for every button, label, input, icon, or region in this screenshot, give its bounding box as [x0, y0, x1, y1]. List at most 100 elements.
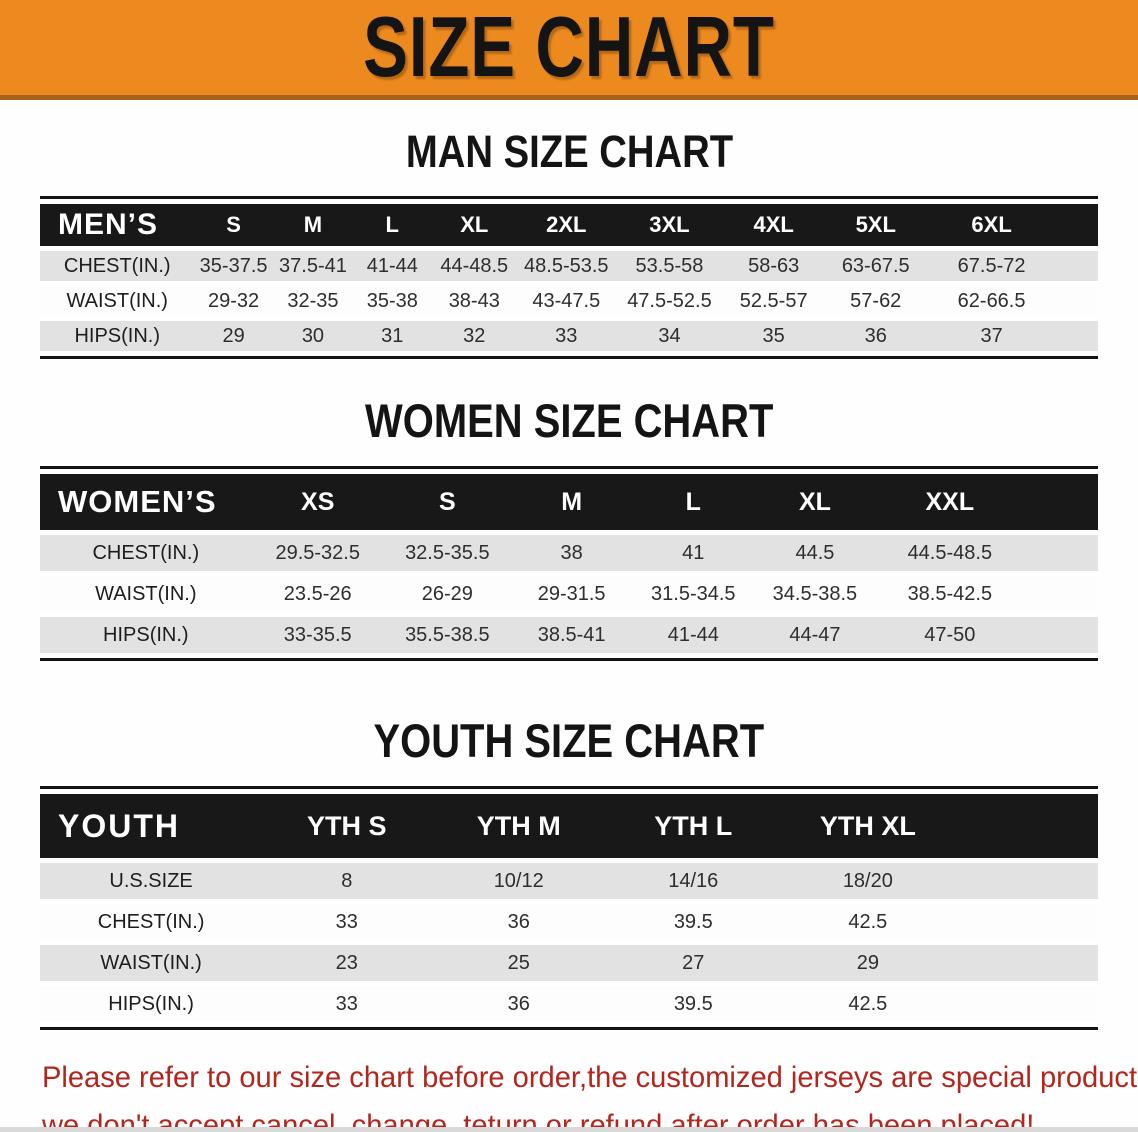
spacer-cell	[1023, 576, 1098, 612]
women-hips-row: HIPS(IN.) 33-35.5 35.5-38.5 38.5-41 41-4…	[40, 617, 1098, 653]
value-cell: 42.5	[780, 986, 956, 1022]
value-cell: 67.5-72	[927, 251, 1056, 281]
women-waist-row: WAIST(IN.) 23.5-26 26-29 29-31.5 31.5-34…	[40, 576, 1098, 612]
size-header-cell: M	[272, 204, 354, 246]
value-cell: 47.5-52.5	[615, 286, 724, 316]
value-cell: 35-37.5	[194, 251, 273, 281]
value-cell: 38	[510, 535, 633, 571]
size-header-cell: YTH L	[606, 794, 781, 858]
spacer-cell	[1023, 535, 1098, 571]
row-label: HIPS(IN.)	[40, 986, 263, 1022]
value-cell: 27	[606, 945, 781, 981]
value-cell: 53.5-58	[615, 251, 724, 281]
youth-size-table: YOUTH YTH S YTH M YTH L YTH XL U.S.SIZE …	[40, 789, 1098, 1027]
size-header-cell: YTH S	[262, 794, 432, 858]
value-cell: 26-29	[383, 576, 511, 612]
disclaimer-line-2: we don't accept cancel, change, teturn o…	[42, 1109, 1035, 1132]
row-label: WAIST(IN.)	[40, 286, 195, 316]
youth-heading-text: YOUTH SIZE CHART	[373, 714, 765, 767]
men-section-heading: MAN SIZE CHART	[0, 126, 1138, 178]
row-label: U.S.SIZE	[40, 863, 263, 899]
women-section-heading: WOMEN SIZE CHART	[0, 393, 1138, 448]
youth-header-row: YOUTH YTH S YTH M YTH L YTH XL	[40, 794, 1098, 858]
row-label: CHEST(IN.)	[40, 251, 195, 281]
spacer-cell	[955, 986, 1098, 1022]
value-cell: 10/12	[431, 863, 606, 899]
youth-ussize-row: U.S.SIZE 8 10/12 14/16 18/20	[40, 863, 1098, 899]
youth-waist-row: WAIST(IN.) 23 25 27 29	[40, 945, 1098, 981]
men-chest-row: CHEST(IN.) 35-37.5 37.5-41 41-44 44-48.5…	[40, 251, 1098, 281]
youth-header-label: YOUTH	[40, 794, 263, 858]
value-cell: 63-67.5	[823, 251, 928, 281]
row-label: WAIST(IN.)	[40, 576, 252, 612]
value-cell: 14/16	[606, 863, 781, 899]
value-cell: 48.5-53.5	[517, 251, 616, 281]
youth-size-table-wrap: YOUTH YTH S YTH M YTH L YTH XL U.S.SIZE …	[40, 786, 1098, 1030]
men-header-label: MEN’S	[40, 204, 195, 246]
value-cell: 32.5-35.5	[383, 535, 511, 571]
size-header-cell: S	[194, 204, 273, 246]
value-cell: 29-31.5	[510, 576, 633, 612]
size-header-cell: YTH XL	[780, 794, 956, 858]
men-size-table-wrap: MEN’S S M L XL 2XL 3XL 4XL 5XL 6XL CHEST…	[40, 196, 1098, 359]
row-label: CHEST(IN.)	[40, 535, 252, 571]
row-label: HIPS(IN.)	[40, 321, 195, 351]
women-chest-row: CHEST(IN.) 29.5-32.5 32.5-35.5 38 41 44.…	[40, 535, 1098, 571]
value-cell: 29	[194, 321, 273, 351]
value-cell: 41-44	[353, 251, 432, 281]
disclaimer-line-1: Please refer to our size chart before or…	[42, 1061, 1138, 1094]
spacer-cell	[955, 945, 1098, 981]
value-cell: 41-44	[632, 617, 755, 653]
spacer-cell	[955, 863, 1098, 899]
value-cell: 30	[272, 321, 354, 351]
youth-hips-row: HIPS(IN.) 33 36 39.5 42.5	[40, 986, 1098, 1022]
value-cell: 38.5-42.5	[875, 576, 1024, 612]
value-cell: 31	[353, 321, 432, 351]
value-cell: 44-47	[754, 617, 876, 653]
women-size-table: WOMEN’S XS S M L XL XXL CHEST(IN.) 29.5-…	[40, 469, 1098, 658]
value-cell: 29.5-32.5	[251, 535, 384, 571]
value-cell: 36	[431, 904, 606, 940]
value-cell: 29	[780, 945, 956, 981]
women-heading-text: WOMEN SIZE CHART	[364, 394, 774, 447]
men-header-row: MEN’S S M L XL 2XL 3XL 4XL 5XL 6XL	[40, 204, 1098, 246]
size-header-cell: 2XL	[517, 204, 616, 246]
women-header-label: WOMEN’S	[40, 474, 252, 530]
size-header-cell: L	[632, 474, 755, 530]
value-cell: 23	[262, 945, 432, 981]
row-label: CHEST(IN.)	[40, 904, 263, 940]
men-size-table: MEN’S S M L XL 2XL 3XL 4XL 5XL 6XL CHEST…	[40, 199, 1098, 356]
value-cell: 39.5	[606, 904, 781, 940]
value-cell: 29-32	[194, 286, 273, 316]
value-cell: 37	[927, 321, 1056, 351]
value-cell: 38-43	[431, 286, 518, 316]
size-header-cell: XL	[754, 474, 876, 530]
value-cell: 34.5-38.5	[754, 576, 876, 612]
value-cell: 18/20	[780, 863, 956, 899]
size-header-cell: 5XL	[823, 204, 928, 246]
women-size-table-wrap: WOMEN’S XS S M L XL XXL CHEST(IN.) 29.5-…	[40, 466, 1098, 661]
value-cell: 32-35	[272, 286, 354, 316]
value-cell: 35.5-38.5	[383, 617, 511, 653]
value-cell: 62-66.5	[927, 286, 1056, 316]
value-cell: 44.5-48.5	[875, 535, 1024, 571]
value-cell: 47-50	[875, 617, 1024, 653]
spacer-cell	[1055, 204, 1098, 246]
value-cell: 52.5-57	[723, 286, 824, 316]
spacer-cell	[1055, 321, 1098, 351]
women-header-row: WOMEN’S XS S M L XL XXL	[40, 474, 1098, 530]
size-header-cell: S	[383, 474, 511, 530]
spacer-cell	[955, 904, 1098, 940]
size-header-cell: L	[353, 204, 432, 246]
size-header-cell: XS	[251, 474, 384, 530]
value-cell: 33-35.5	[251, 617, 384, 653]
value-cell: 35	[723, 321, 824, 351]
banner-title: SIZE CHART	[363, 0, 775, 95]
value-cell: 39.5	[606, 986, 781, 1022]
value-cell: 38.5-41	[510, 617, 633, 653]
size-header-cell: YTH M	[431, 794, 606, 858]
banner: SIZE CHART	[0, 0, 1138, 100]
value-cell: 41	[632, 535, 755, 571]
size-header-cell: XL	[431, 204, 518, 246]
